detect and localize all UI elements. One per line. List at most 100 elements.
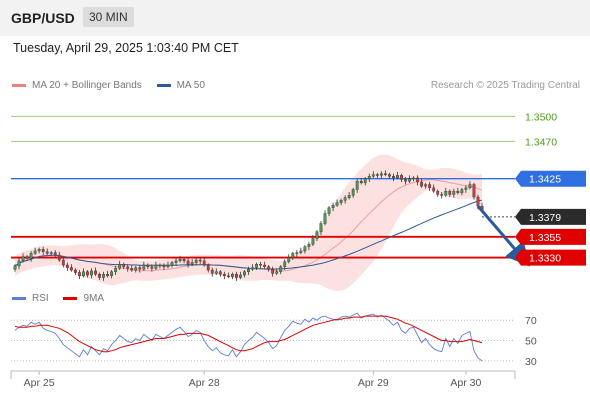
rsi-tick-70: 70 — [525, 315, 537, 327]
support-label-box-1.3355 — [515, 228, 586, 245]
candle-body — [351, 189, 355, 196]
candle-body — [464, 187, 468, 190]
candle — [375, 172, 379, 178]
candle-body — [57, 254, 61, 261]
candle-body — [114, 268, 118, 272]
candle — [49, 250, 53, 256]
candle-body — [307, 244, 311, 247]
candle — [45, 248, 49, 256]
bb-legend-label: MA 20 + Bollinger Bands — [32, 80, 142, 91]
copyright-text: Research © 2025 Trading Central — [430, 80, 580, 91]
candle — [198, 257, 202, 265]
candle-body — [259, 264, 262, 266]
candle — [86, 270, 89, 278]
candle — [347, 191, 351, 200]
level-label-1.3379: 1.3379 — [529, 212, 561, 224]
candle — [331, 202, 335, 212]
candle-body — [37, 249, 41, 252]
candle-body — [299, 250, 303, 253]
candle — [162, 263, 166, 271]
candle-body — [327, 207, 331, 214]
candle — [420, 178, 424, 188]
candle-body — [174, 260, 178, 263]
candle — [126, 264, 130, 272]
candle-body — [69, 267, 73, 271]
candle-body — [420, 181, 424, 187]
candle — [307, 241, 311, 251]
candle — [371, 171, 375, 178]
candle — [102, 271, 105, 281]
candle — [456, 187, 460, 195]
candle-body — [371, 174, 375, 177]
candle-body — [295, 252, 299, 254]
candle-body — [255, 264, 258, 268]
candle — [138, 265, 142, 273]
candle — [472, 182, 476, 200]
candle — [335, 199, 339, 207]
candle — [436, 189, 440, 197]
candle-body — [448, 190, 452, 195]
candle — [311, 235, 315, 246]
candle — [82, 268, 85, 278]
candle-body — [367, 176, 371, 179]
ma9-legend-label: 9MA — [83, 293, 105, 304]
candle — [291, 251, 295, 261]
candle — [226, 272, 230, 279]
candle — [94, 267, 97, 276]
candle-body — [408, 178, 411, 182]
candle — [134, 265, 138, 273]
candle-body — [65, 264, 69, 268]
candle-body — [436, 190, 440, 195]
candle-body — [33, 250, 37, 254]
candle — [214, 268, 218, 276]
candle — [235, 271, 238, 281]
level-label-1.3425: 1.3425 — [529, 174, 561, 186]
candle-body — [271, 269, 275, 274]
price-legend: MA 20 + Bollinger Bands MA 50 — [12, 80, 205, 91]
candle-body — [456, 190, 460, 194]
candle — [424, 182, 428, 189]
candle — [267, 265, 271, 272]
candle — [170, 260, 174, 268]
chart-header: GBP/USD 30 MIN — [0, 0, 590, 36]
support-label-box-1.3330 — [515, 249, 586, 266]
candle — [396, 172, 399, 180]
rsi-tick-30: 30 — [525, 356, 537, 368]
candle — [17, 258, 21, 270]
candle — [359, 177, 363, 185]
candle-body — [392, 176, 395, 179]
candle — [154, 261, 158, 271]
candle — [57, 251, 61, 262]
candle — [130, 265, 134, 272]
candle-body — [158, 264, 162, 267]
rsi-ma9-line — [14, 315, 483, 353]
candle-body — [468, 184, 472, 189]
candle-body — [331, 205, 335, 208]
candle — [283, 259, 287, 271]
candle — [158, 263, 162, 269]
candle-body — [41, 249, 45, 252]
candle — [259, 261, 262, 269]
candle-body — [444, 190, 448, 196]
candle — [222, 271, 226, 280]
candle — [166, 261, 170, 269]
candle-body — [98, 273, 101, 278]
candle-body — [170, 262, 174, 266]
candle — [432, 184, 436, 193]
projection-arrow — [476, 205, 531, 267]
candle — [387, 172, 391, 179]
candle — [114, 265, 118, 276]
candle-body — [387, 174, 391, 177]
candle — [367, 173, 371, 183]
candle-body — [283, 261, 287, 267]
candle — [25, 255, 29, 261]
candle-body — [126, 266, 130, 269]
candle — [404, 177, 407, 185]
timeframe-badge[interactable]: 30 MIN — [83, 7, 134, 27]
candle-body — [432, 187, 436, 192]
ma9-swatch — [63, 297, 78, 300]
candle — [247, 266, 250, 276]
candle-body — [202, 260, 206, 266]
candle-body — [263, 264, 267, 267]
